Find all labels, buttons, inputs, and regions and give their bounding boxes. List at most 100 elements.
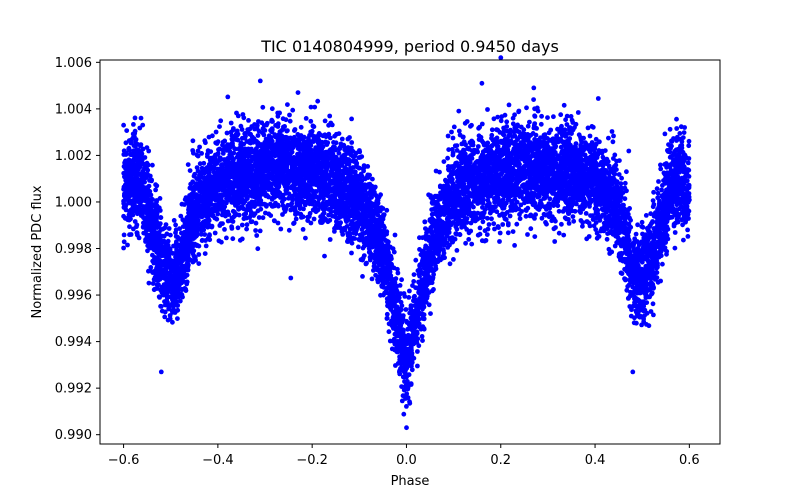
data-point [363,261,369,267]
data-point [489,127,495,133]
data-point [399,384,404,389]
data-point [322,253,327,259]
data-point [417,235,422,241]
data-point [658,166,664,172]
data-point [150,162,155,168]
data-point [312,104,318,110]
data-point [639,219,645,225]
data-point [197,144,203,150]
data-point [466,237,472,242]
data-point [238,123,244,129]
data-point [398,361,404,367]
data-point [360,245,366,251]
data-point [648,309,654,314]
data-point [611,156,616,161]
data-point [485,140,491,146]
data-point [677,131,683,136]
data-point [402,294,408,299]
data-point [280,212,285,217]
data-point [322,118,328,124]
data-point [570,214,576,220]
data-point [239,222,245,228]
data-point [679,142,685,148]
data-point [479,121,485,127]
data-point [555,203,561,209]
data-point [482,238,488,244]
data-point [539,201,544,207]
data-point [593,227,599,232]
data-point [137,125,143,131]
data-point [422,219,428,225]
data-point [511,146,517,152]
data-point [489,216,494,222]
data-point [571,218,577,224]
data-point [632,248,637,254]
data-point [559,221,564,227]
data-point [547,196,553,202]
data-point [597,139,602,145]
data-point [253,228,258,233]
data-point [494,209,500,215]
data-point [359,227,365,232]
data-point [574,201,579,207]
data-point [126,200,132,206]
data-point [583,211,589,216]
data-point [654,270,660,275]
data-point [287,118,293,124]
data-point [163,222,169,228]
data-point [195,176,200,182]
data-point [290,107,296,113]
data-point [456,128,462,134]
data-point [685,234,691,239]
data-point [311,216,317,222]
data-point [681,130,687,136]
data-point [308,104,314,110]
data-point [291,205,297,211]
data-point [655,190,661,196]
data-point [505,230,511,236]
data-point [500,211,505,217]
data-point [327,237,333,242]
data-point [156,294,162,300]
data-point [480,219,486,225]
data-point [198,231,204,237]
data-point [510,121,516,127]
data-point [487,201,492,206]
data-point [173,222,179,228]
data-point [244,222,250,228]
data-point [244,226,250,232]
data-point [639,224,645,230]
data-point [405,326,410,332]
data-point [208,149,214,155]
data-point [664,251,669,257]
data-point [499,114,505,120]
data-point [252,204,257,210]
data-point [417,247,422,252]
data-point [153,187,159,193]
data-point [409,367,415,373]
data-point [293,216,299,222]
data-point [171,218,177,223]
data-point [303,116,309,121]
data-point [686,143,692,149]
data-point [230,236,236,242]
data-point [552,196,558,202]
data-point [454,248,460,253]
data-point [411,279,417,284]
data-point [618,270,624,276]
data-point [260,104,266,110]
data-point [287,112,292,118]
data-point [361,253,367,258]
data-point [633,231,639,237]
data-point [556,230,562,236]
data-point [264,120,270,126]
data-point [123,140,129,146]
data-point [121,239,127,245]
data-point [131,226,136,232]
data-point [269,127,275,133]
chart-title: TIC 0140804999, period 0.9450 days [260,37,559,56]
data-point [349,250,354,256]
data-point [634,320,639,326]
data-point [510,229,516,235]
data-point [225,218,231,224]
